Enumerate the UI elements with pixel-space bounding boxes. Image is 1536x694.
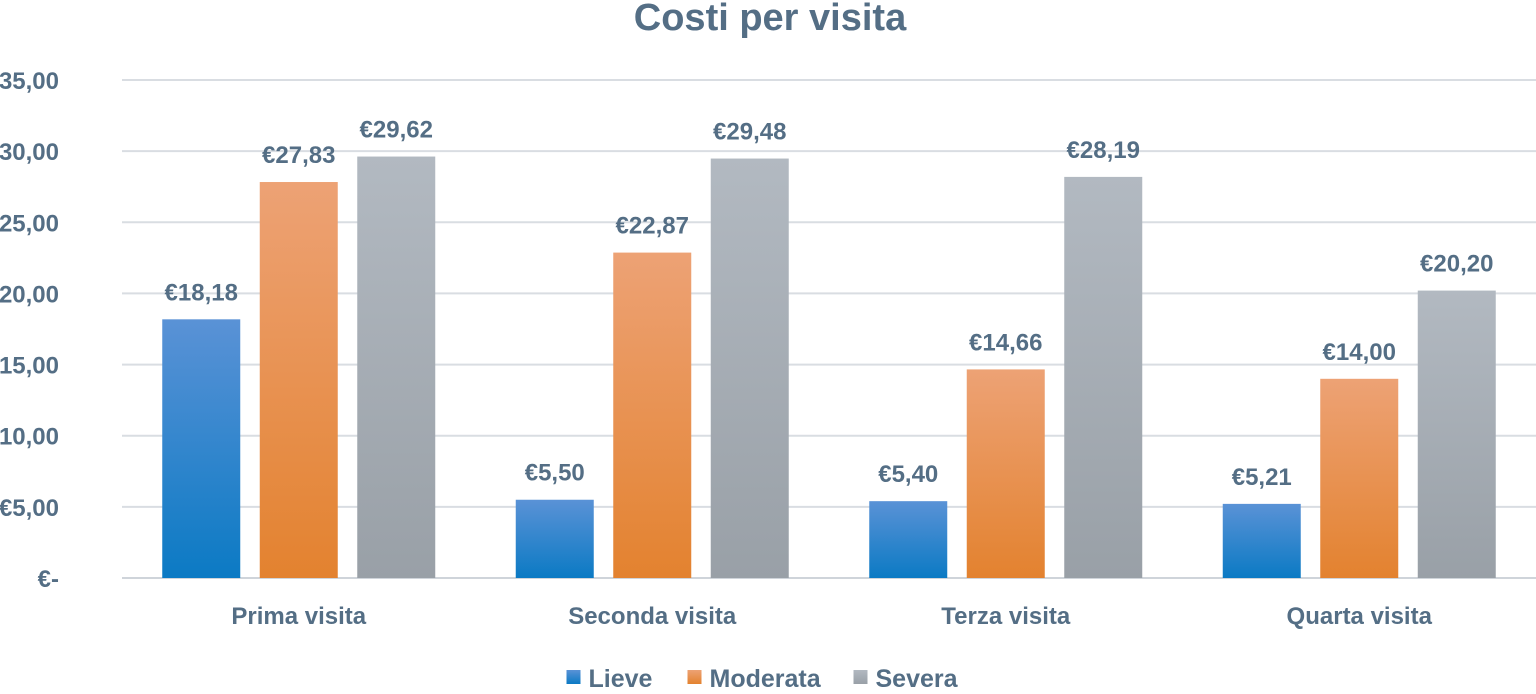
y-tick-label: €- (38, 566, 59, 593)
data-label: €28,19 (1067, 137, 1140, 164)
data-label: €22,87 (616, 213, 689, 240)
y-tick-label: €25,00 (0, 210, 59, 237)
y-tick-label: €30,00 (0, 139, 59, 166)
legend-label: Lieve (589, 665, 653, 689)
bar-moderata (966, 369, 1045, 578)
x-tick-label: Prima visita (231, 603, 366, 630)
data-labels: €18,18 €27,83 €29,62 €5,50 €22,87 €29,48 €5,40… (165, 117, 1494, 491)
bar-lieve (1222, 503, 1301, 578)
legend-label: Moderata (710, 665, 822, 689)
bar-severa (1417, 290, 1496, 578)
x-tick-label: Seconda visita (568, 603, 737, 630)
bar-severa (710, 158, 789, 578)
legend-label: Severa (876, 665, 959, 689)
data-label: €5,21 (1232, 464, 1292, 491)
x-tick-label: Terza visita (941, 603, 1071, 630)
data-label: €20,20 (1420, 251, 1493, 278)
bar-severa (1064, 176, 1143, 578)
bar-moderata (613, 252, 692, 578)
bar-lieve (162, 319, 241, 578)
y-axis-ticks: €- €5,00 €10,00 €15,00 €20,00 €25,00 €30,00 €35… (0, 68, 59, 593)
legend-swatch-moderata (687, 670, 702, 684)
data-label: €18,18 (165, 279, 238, 306)
data-label: €29,62 (360, 117, 433, 144)
y-tick-label: €5,00 (0, 495, 59, 522)
bars (162, 156, 1496, 578)
y-tick-label: €15,00 (0, 353, 59, 380)
legend-swatch-severa (853, 670, 868, 684)
x-axis-ticks: Prima visita Seconda visita Terza visita Qu… (231, 603, 1432, 630)
data-label: €5,50 (525, 460, 585, 487)
y-tick-label: €10,00 (0, 424, 59, 451)
data-label: €14,00 (1323, 339, 1396, 366)
data-label: €29,48 (713, 119, 786, 146)
legend: Lieve Moderata Severa (566, 665, 959, 693)
x-tick-label: Quarta visita (1287, 603, 1433, 630)
data-label: €5,40 (878, 461, 938, 488)
legend-swatch-lieve (566, 670, 581, 684)
bar-moderata (1320, 378, 1399, 578)
bar-severa (357, 156, 436, 578)
bar-lieve (515, 499, 594, 578)
bar-lieve (869, 501, 948, 578)
chart-title: Costi per visita (634, 0, 907, 39)
y-tick-label: €20,00 (0, 281, 59, 308)
data-label: €14,66 (969, 329, 1042, 356)
bar-moderata (259, 182, 338, 578)
data-label: €27,83 (262, 142, 335, 169)
y-tick-label: €35,00 (0, 68, 59, 95)
